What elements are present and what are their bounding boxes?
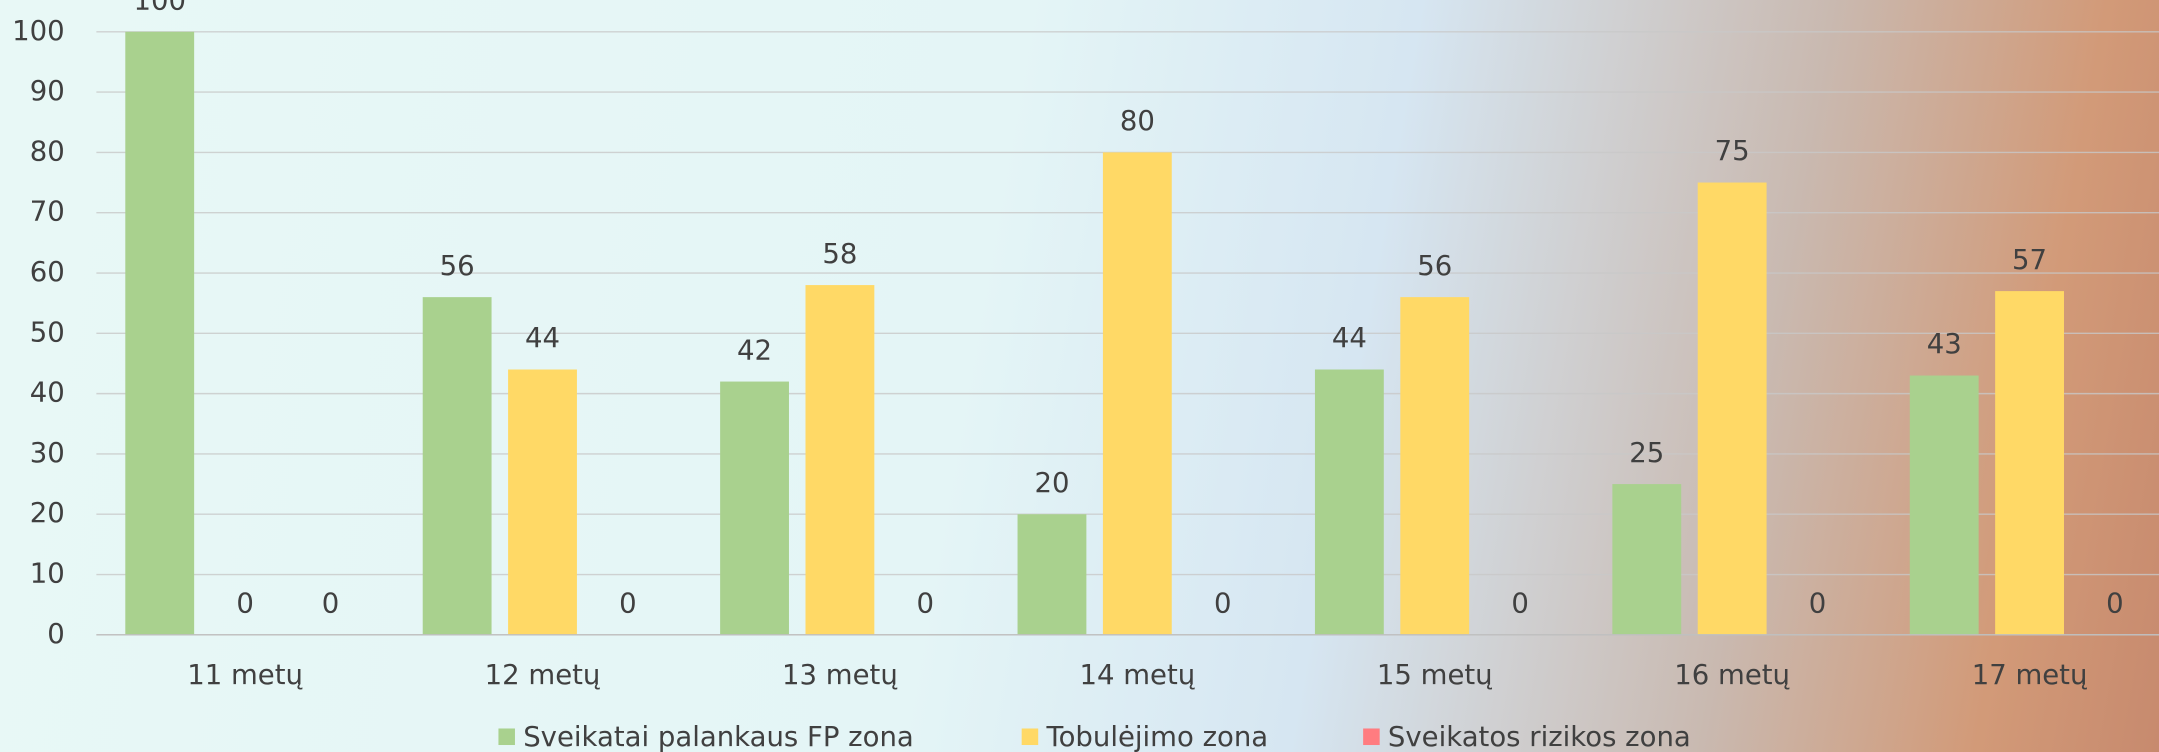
bar (1909, 375, 1979, 635)
bar (720, 381, 789, 635)
data-label: 0 (917, 588, 935, 620)
bar (1314, 369, 1384, 635)
data-label: 44 (525, 322, 560, 354)
bar (1102, 152, 1172, 635)
data-label: 80 (1120, 105, 1155, 137)
data-label: 57 (2012, 244, 2047, 276)
data-label: 25 (1629, 437, 1664, 469)
y-tick-label: 40 (30, 377, 65, 409)
data-label: 0 (2106, 588, 2124, 620)
y-tick-label: 10 (30, 558, 65, 590)
bar (1697, 182, 1767, 635)
data-label: 58 (822, 238, 857, 270)
y-tick-label: 100 (12, 15, 65, 47)
data-label: 0 (236, 588, 254, 620)
y-tick-label: 0 (47, 618, 65, 650)
legend-swatch (498, 728, 515, 746)
bar (1400, 297, 1470, 635)
bar (805, 285, 875, 635)
data-label: 56 (440, 250, 475, 282)
x-tick-label: 15 metų (1377, 659, 1493, 691)
data-label: 0 (1511, 588, 1529, 620)
y-tick-label: 60 (30, 256, 65, 288)
legend-label: Sveikatai palankaus FP zona (523, 721, 914, 752)
y-tick-label: 20 (30, 497, 65, 529)
legend-swatch (1021, 728, 1039, 746)
y-tick-label: 80 (30, 135, 65, 167)
legend-label: Tobulėjimo zona (1045, 721, 1268, 752)
bar (1995, 291, 2064, 635)
bar (125, 31, 195, 635)
data-label: 100 (133, 0, 186, 16)
x-tick-label: 14 metų (1079, 659, 1195, 691)
bar (1612, 484, 1682, 635)
data-label: 20 (1034, 467, 1069, 499)
bar (422, 297, 492, 635)
data-label: 0 (322, 588, 340, 620)
x-tick-label: 13 metų (782, 659, 898, 691)
x-tick-label: 17 metų (1972, 659, 2088, 691)
data-label: 44 (1332, 322, 1367, 354)
data-label: 56 (1417, 250, 1452, 282)
y-tick-label: 90 (30, 75, 65, 107)
data-label: 0 (619, 588, 637, 620)
y-tick-label: 30 (30, 437, 65, 469)
x-tick-label: 16 metų (1674, 659, 1790, 691)
y-tick-label: 70 (30, 196, 65, 228)
legend-swatch (1363, 728, 1380, 746)
data-label: 75 (1715, 135, 1750, 167)
bar (1017, 514, 1087, 635)
y-tick-label: 50 (30, 316, 65, 348)
data-label: 0 (1214, 588, 1232, 620)
legend-label: Sveikatos rizikos zona (1388, 721, 1691, 752)
x-tick-label: 11 metų (187, 659, 303, 691)
data-label: 0 (1809, 588, 1827, 620)
bar (508, 369, 577, 635)
data-label: 42 (737, 334, 772, 366)
x-tick-label: 12 metų (485, 659, 601, 691)
data-label: 43 (1927, 328, 1962, 360)
